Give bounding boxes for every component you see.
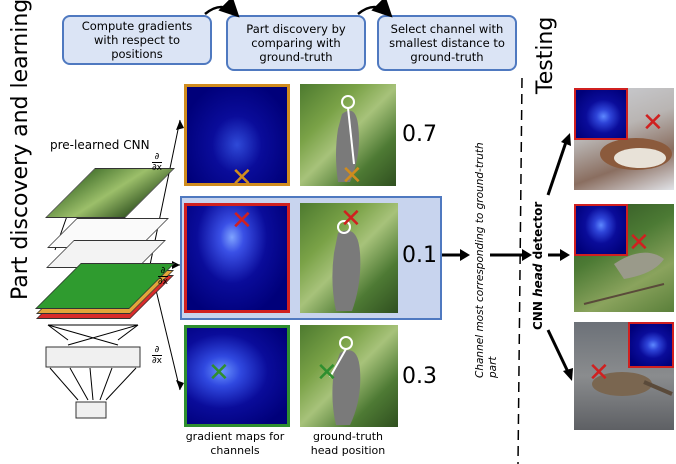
test-bird-1 — [600, 138, 672, 170]
test-gradient-map-2 — [574, 204, 628, 256]
bird-silhouette-3 — [329, 336, 361, 425]
cross-red-gt: ✕ — [340, 204, 362, 234]
test-cross-2: ✕ — [628, 228, 650, 258]
test-gradient-map-3 — [628, 322, 674, 368]
testing-separator — [517, 77, 523, 464]
fc-layer-2 — [75, 401, 107, 419]
caption-ground-truth: ground-truth head position — [310, 430, 386, 457]
score-green: 0.3 — [402, 364, 437, 389]
step-compute-gradients: Compute gradients with respect to positi… — [62, 15, 212, 65]
caption-gradient-maps: gradient maps for channels — [185, 430, 285, 457]
test-bird-2 — [583, 252, 665, 305]
score-red: 0.1 — [402, 243, 437, 268]
cross-green-gradient: ✕ — [208, 358, 230, 388]
partial-derivative-middle: ∂ ∂x — [158, 266, 168, 287]
step-select-channel: Select channel with smallest distance to… — [377, 15, 517, 71]
bird-silhouette-2 — [332, 220, 361, 311]
bird-silhouette-1 — [336, 95, 359, 182]
step-part-discovery: Part discovery by comparing with ground-… — [226, 15, 366, 71]
arrow-step2-to-step3 — [357, 0, 393, 18]
test-cross-3: ✕ — [588, 358, 610, 388]
partial-derivative-top: ∂ ∂x — [152, 152, 162, 173]
cross-red-gradient: ✕ — [231, 206, 253, 236]
cross-orange-gradient: ✕ — [231, 163, 253, 193]
test-cross-1: ✕ — [642, 108, 664, 138]
test-gradient-map-1 — [574, 88, 628, 140]
vertical-channel-text: Channel most corresponding to ground-tru… — [474, 142, 499, 378]
cross-orange-gt: ✕ — [341, 161, 363, 191]
arrow-step1-to-step2 — [204, 0, 240, 18]
cross-green-gt: ✕ — [316, 358, 338, 388]
test-bird-3 — [592, 372, 673, 396]
score-orange: 0.7 — [402, 122, 437, 147]
cnn-label: pre-learned CNN — [50, 138, 150, 152]
partial-derivative-bottom: ∂ ∂x — [152, 345, 162, 366]
gradient-map-orange — [184, 84, 290, 186]
head-detector-label: CNN head detector — [531, 201, 545, 330]
gradient-map-red — [184, 203, 290, 313]
fc-layer-1 — [45, 346, 141, 368]
gradient-map-green — [184, 325, 290, 427]
